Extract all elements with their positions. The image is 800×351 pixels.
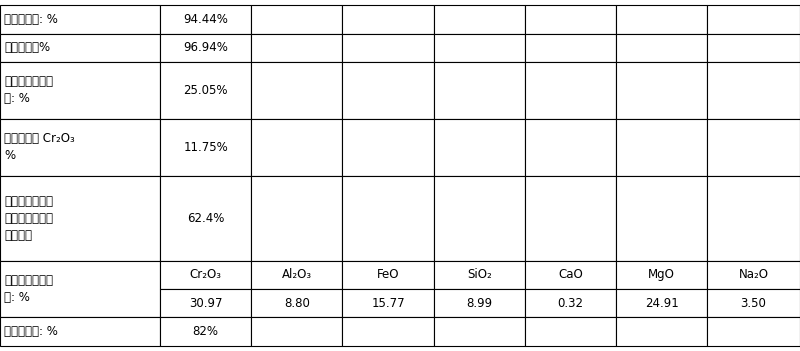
Bar [251, 34, 342, 62]
Text: 0.32: 0.32 [558, 297, 583, 310]
Bar [0, 34, 160, 62]
Bar [160, 5, 251, 34]
Bar [251, 5, 342, 34]
Text: 熟料烧得率%: 熟料烧得率% [4, 41, 50, 54]
Bar [525, 62, 616, 119]
Text: MgO: MgO [648, 268, 675, 281]
Bar [434, 176, 525, 260]
Text: Al₂O₃: Al₂O₃ [282, 268, 312, 281]
Text: 3.50: 3.50 [741, 297, 766, 310]
Text: 11.75%: 11.75% [183, 141, 228, 154]
Bar [434, 260, 525, 289]
Text: 24.91: 24.91 [645, 297, 678, 310]
Bar [707, 260, 800, 289]
Bar [251, 62, 342, 119]
Bar [434, 34, 525, 62]
Text: FeO: FeO [377, 268, 399, 281]
Bar [342, 317, 434, 346]
Bar [525, 176, 616, 260]
Text: 82%: 82% [193, 325, 218, 338]
Text: 二次铬渣主要成
份: %: 二次铬渣主要成 份: % [4, 274, 53, 304]
Text: 熟料中铬酸钠含
量: %: 熟料中铬酸钠含 量: % [4, 75, 53, 105]
Bar [0, 317, 160, 346]
Bar [434, 289, 525, 317]
Bar [251, 317, 342, 346]
Bar [525, 5, 616, 34]
Bar [616, 317, 707, 346]
Bar [616, 34, 707, 62]
Text: 纯碱利用率: %: 纯碱利用率: % [4, 13, 58, 26]
Bar [342, 289, 434, 317]
Bar [616, 260, 707, 289]
Bar [434, 317, 525, 346]
Bar [707, 62, 800, 119]
Bar [342, 34, 434, 62]
Bar [251, 176, 342, 260]
Bar [525, 34, 616, 62]
Bar [342, 62, 434, 119]
Bar [160, 119, 251, 176]
Bar [525, 119, 616, 176]
Bar [160, 289, 251, 317]
Bar [160, 62, 251, 119]
Bar [0, 5, 160, 34]
Text: 熟料中水溶 Cr₂O₃
%: 熟料中水溶 Cr₂O₃ % [4, 132, 74, 162]
Text: 62.4%: 62.4% [187, 212, 224, 225]
Text: 8.99: 8.99 [466, 297, 492, 310]
Bar [616, 119, 707, 176]
Bar [616, 176, 707, 260]
Bar [616, 5, 707, 34]
Text: 总碱利用率: %: 总碱利用率: % [4, 325, 58, 338]
Bar [251, 289, 342, 317]
Bar [616, 62, 707, 119]
Bar [434, 119, 525, 176]
Bar [342, 176, 434, 260]
Text: 8.80: 8.80 [284, 297, 310, 310]
Bar [707, 289, 800, 317]
Bar [525, 317, 616, 346]
Bar [616, 289, 707, 317]
Text: Na₂O: Na₂O [738, 268, 769, 281]
Bar [251, 260, 342, 289]
Bar [707, 317, 800, 346]
Text: 96.94%: 96.94% [183, 41, 228, 54]
Bar [160, 260, 251, 289]
Text: 30.97: 30.97 [189, 297, 222, 310]
Bar [160, 176, 251, 260]
Bar [342, 260, 434, 289]
Bar [0, 260, 160, 317]
Bar [0, 176, 160, 260]
Bar [342, 119, 434, 176]
Bar [0, 62, 160, 119]
Text: 94.44%: 94.44% [183, 13, 228, 26]
Bar [707, 176, 800, 260]
Text: 25.05%: 25.05% [183, 84, 228, 97]
Bar [525, 260, 616, 289]
Bar [525, 289, 616, 317]
Bar [160, 317, 251, 346]
Bar [0, 119, 160, 176]
Bar [707, 119, 800, 176]
Bar [707, 5, 800, 34]
Bar [251, 119, 342, 176]
Text: Cr₂O₃: Cr₂O₃ [190, 268, 222, 281]
Bar [434, 62, 525, 119]
Text: 二次铬渣与第二
次焙烧原料的重
量百分比: 二次铬渣与第二 次焙烧原料的重 量百分比 [4, 194, 53, 241]
Bar [434, 5, 525, 34]
Bar [160, 34, 251, 62]
Text: 15.77: 15.77 [371, 297, 405, 310]
Text: CaO: CaO [558, 268, 582, 281]
Text: SiO₂: SiO₂ [467, 268, 491, 281]
Bar [342, 5, 434, 34]
Bar [707, 34, 800, 62]
